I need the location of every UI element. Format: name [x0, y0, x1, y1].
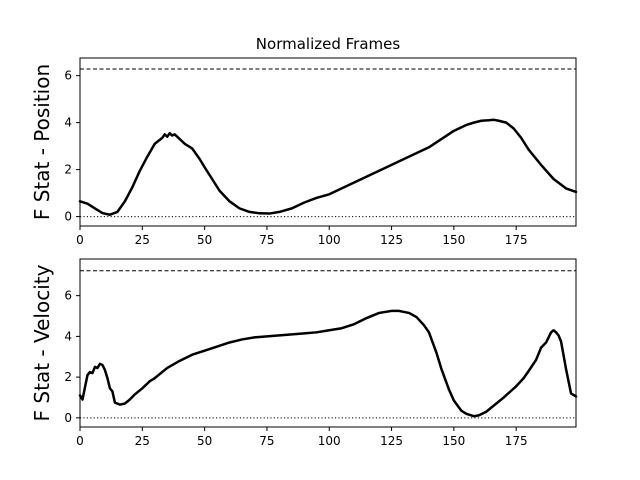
position-x-tick-label: 25	[135, 233, 150, 247]
position-y-tick-label: 4	[64, 116, 72, 130]
position-plot-frame	[79, 57, 577, 227]
position-x-tick-label: 75	[259, 233, 274, 247]
position-x-tick-label: 125	[380, 233, 403, 247]
position-x-tick-label: 175	[505, 233, 528, 247]
velocity-y-axis-label: F Stat - Velocity	[30, 264, 54, 421]
position-panel: Normalized Frames F Stat - Position 0 25 50 7…	[30, 35, 578, 247]
velocity-y-tick-label: 2	[64, 370, 72, 384]
position-y-axis-label: F Stat - Position	[30, 64, 54, 220]
position-y-tick-label: 0	[64, 210, 72, 224]
velocity-plot-frame	[79, 258, 577, 428]
velocity-x-tick-label: 100	[318, 434, 341, 448]
velocity-y-tick-label: 0	[64, 411, 72, 425]
position-y-tick-label: 2	[64, 163, 72, 177]
position-x-tick-label: 150	[442, 233, 465, 247]
velocity-x-tick-label: 25	[135, 434, 150, 448]
velocity-x-tick-label: 0	[76, 434, 84, 448]
velocity-x-tick-label: 175	[505, 434, 528, 448]
chart-title: Normalized Frames	[256, 35, 401, 53]
velocity-x-tick-label: 50	[197, 434, 212, 448]
position-x-tick-label: 100	[318, 233, 341, 247]
position-y-tick-label: 6	[64, 69, 72, 83]
position-x-tick-label: 0	[76, 233, 84, 247]
position-series-line	[78, 118, 578, 216]
velocity-panel: F Stat - Velocity 0 25 50 75 100 125 150 175 0 2 4 6	[30, 258, 578, 448]
velocity-x-tick-label: 125	[380, 434, 403, 448]
velocity-series-line	[78, 309, 578, 418]
velocity-y-tick-label: 4	[64, 329, 72, 343]
position-x-tick-label: 50	[197, 233, 212, 247]
velocity-x-tick-label: 150	[442, 434, 465, 448]
velocity-x-tick-label: 75	[259, 434, 274, 448]
velocity-y-tick-label: 6	[64, 289, 72, 303]
